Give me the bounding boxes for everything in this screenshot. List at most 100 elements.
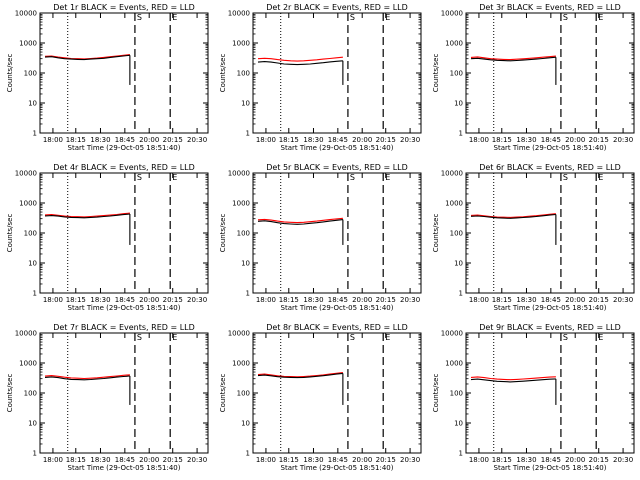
lld-series-line	[44, 54, 130, 60]
marker-label: S	[563, 173, 568, 182]
x-tick-label: 20:00	[352, 136, 372, 144]
x-tick-label: 20:00	[565, 136, 585, 144]
lld-series-line	[470, 213, 556, 218]
x-tick-label: 20:30	[400, 456, 420, 464]
x-tick-label: 18:15	[492, 456, 512, 464]
panel-title: Det 9r BLACK = Events, RED = LLD	[479, 323, 621, 332]
detector-panel-1: Det 1r BLACK = Events, RED = LLD 1 10 100 10…	[6, 3, 209, 152]
plot-frame	[39, 172, 209, 294]
x-tick-label: 18:00	[256, 296, 276, 304]
lld-series-line	[470, 55, 556, 61]
y-tick-label: 100	[24, 390, 37, 398]
y-tick-label: 10000	[15, 170, 37, 178]
plot-frame	[252, 332, 422, 454]
detector-panel-9: Det 9r BLACK = Events, RED = LLD 1 10 100 10…	[432, 323, 635, 472]
detector-panel-7: Det 7r BLACK = Events, RED = LLD 1 10 100 10…	[6, 323, 209, 472]
y-tick-label: 10	[241, 260, 250, 268]
lld-series-line	[257, 56, 343, 62]
y-tick-label: 10	[28, 260, 37, 268]
marker-label: E	[385, 13, 390, 22]
x-tick-label: 18:30	[90, 136, 110, 144]
plot-frame	[39, 12, 209, 134]
x-tick-label: 18:30	[90, 296, 110, 304]
marker-label: E	[172, 333, 177, 342]
y-tick-label: 1	[33, 290, 37, 298]
detector-panel-2: Det 2r BLACK = Events, RED = LLD 1 10 100 10…	[219, 3, 422, 152]
y-tick-label: 10000	[441, 330, 463, 338]
y-tick-label: 1000	[19, 360, 37, 368]
x-tick-label: 20:30	[400, 296, 420, 304]
x-tick-label: 18:00	[43, 136, 63, 144]
y-tick-label: 1	[459, 290, 463, 298]
x-tick-label: 18:45	[541, 296, 561, 304]
x-tick-label: 18:45	[541, 136, 561, 144]
x-tick-label: 18:00	[256, 136, 276, 144]
x-tick-label: 18:15	[492, 296, 512, 304]
y-tick-label: 100	[450, 70, 463, 78]
events-series-line	[470, 56, 556, 62]
y-axis-label: Counts/sec	[6, 214, 14, 253]
marker-label: S	[350, 173, 355, 182]
x-tick-label: 20:00	[139, 456, 159, 464]
lld-series-line	[470, 376, 556, 381]
x-tick-label: 18:00	[469, 136, 489, 144]
panel-title: Det 8r BLACK = Events, RED = LLD	[266, 323, 408, 332]
x-axis-label: Start Time (29-Oct-05 18:51:40)	[494, 304, 607, 312]
marker-label: S	[137, 13, 142, 22]
x-tick-label: 18:45	[328, 296, 348, 304]
x-axis-label: Start Time (29-Oct-05 18:51:40)	[68, 464, 181, 472]
lld-series-line	[257, 217, 343, 224]
x-tick-label: 18:30	[303, 456, 323, 464]
events-series-line	[257, 219, 343, 225]
x-tick-label: 18:15	[66, 136, 86, 144]
y-tick-label: 100	[24, 230, 37, 238]
marker-label: E	[598, 333, 603, 342]
x-axis-label: Start Time (29-Oct-05 18:51:40)	[68, 144, 181, 152]
marker-label: S	[563, 13, 568, 22]
x-tick-label: 20:30	[187, 296, 207, 304]
x-tick-label: 20:30	[613, 456, 633, 464]
marker-label: S	[350, 13, 355, 22]
x-tick-label: 20:30	[400, 136, 420, 144]
x-axis-label: Start Time (29-Oct-05 18:51:40)	[281, 304, 394, 312]
detector-panel-6: Det 6r BLACK = Events, RED = LLD 1 10 100 10…	[432, 163, 635, 312]
x-tick-label: 20:15	[376, 136, 396, 144]
y-tick-label: 10000	[441, 10, 463, 18]
x-axis-label: Start Time (29-Oct-05 18:51:40)	[494, 464, 607, 472]
x-tick-label: 20:15	[376, 296, 396, 304]
y-tick-label: 1000	[445, 40, 463, 48]
x-tick-label: 18:15	[492, 136, 512, 144]
y-tick-label: 10	[454, 260, 463, 268]
y-tick-label: 10000	[228, 330, 250, 338]
detector-panel-4: Det 4r BLACK = Events, RED = LLD 1 10 100 10…	[6, 163, 209, 312]
x-tick-label: 18:45	[328, 456, 348, 464]
detector-panel-8: Det 8r BLACK = Events, RED = LLD 1 10 100 10…	[219, 323, 422, 472]
y-axis-label: Counts/sec	[432, 374, 440, 413]
x-tick-label: 20:00	[139, 136, 159, 144]
y-tick-label: 1	[246, 130, 250, 138]
y-tick-label: 10	[454, 420, 463, 428]
x-tick-label: 18:15	[279, 296, 299, 304]
x-tick-label: 20:30	[613, 136, 633, 144]
y-axis-label: Counts/sec	[219, 54, 227, 93]
marker-label: E	[172, 173, 177, 182]
x-tick-label: 20:00	[565, 456, 585, 464]
marker-label: S	[350, 333, 355, 342]
marker-label: S	[563, 333, 568, 342]
y-tick-label: 1000	[19, 200, 37, 208]
x-tick-label: 18:45	[115, 456, 135, 464]
y-axis-label: Counts/sec	[6, 54, 14, 93]
y-tick-label: 1	[246, 450, 250, 458]
y-tick-label: 100	[237, 390, 250, 398]
x-axis-label: Start Time (29-Oct-05 18:51:40)	[281, 464, 394, 472]
marker-label: E	[598, 13, 603, 22]
x-tick-label: 18:00	[43, 296, 63, 304]
plot-frame	[465, 172, 635, 294]
events-series-line	[44, 54, 130, 61]
y-tick-label: 1	[459, 130, 463, 138]
x-tick-label: 18:15	[279, 456, 299, 464]
events-series-line	[257, 60, 343, 66]
panel-title: Det 2r BLACK = Events, RED = LLD	[266, 3, 408, 12]
x-tick-label: 20:15	[163, 136, 183, 144]
y-axis-label: Counts/sec	[432, 54, 440, 93]
